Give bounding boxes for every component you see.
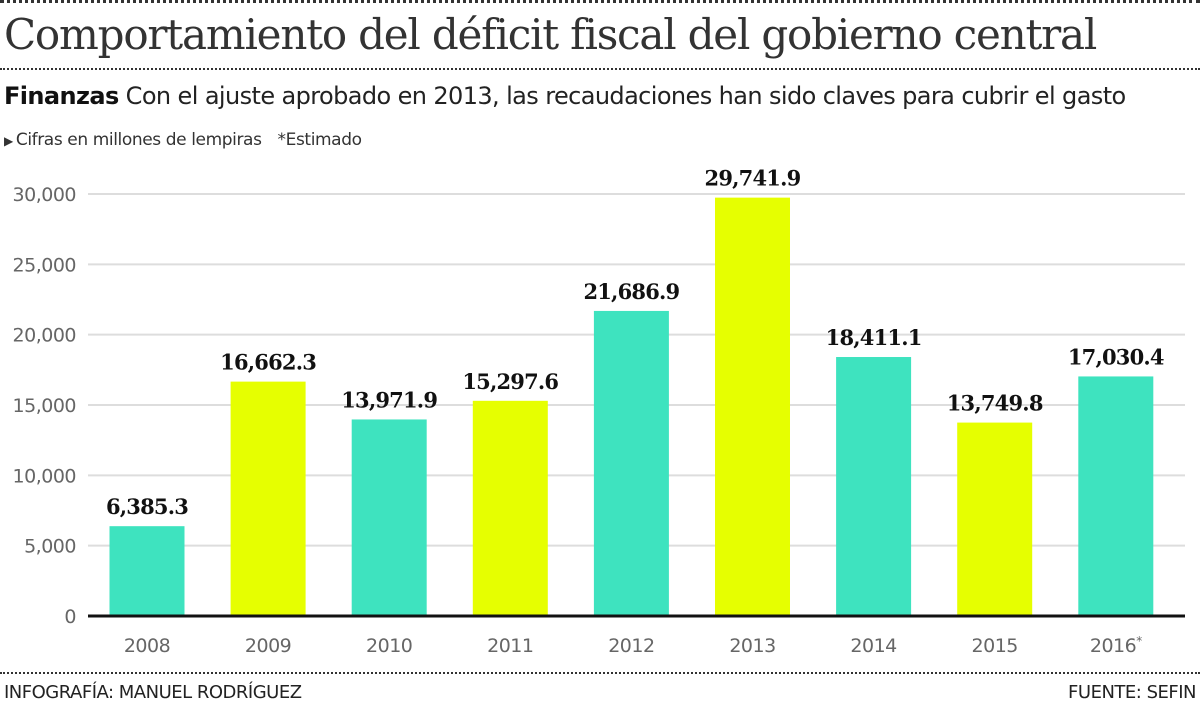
chart-subtitle: Finanzas Con el ajuste aprobado en 2013,… [4,82,1126,110]
x-tick-label: 2010 [366,635,412,657]
triangle-right-icon: ▶ [4,134,13,148]
value-label: 13,971.9 [341,387,437,412]
y-axis-ticks: 0 5,000 10,000 15,000 20,000 25,000 30,000 [13,184,77,628]
bar-2013 [715,197,790,616]
x-tick-label: 2016* [1090,634,1142,657]
bar-2015 [957,422,1033,616]
y-tick-label: 30,000 [13,184,76,206]
value-label: 17,030.4 [1068,344,1164,369]
footer-dotted-rule [0,672,1200,674]
y-tick-label: 25,000 [13,254,76,276]
credit-text: INFOGRAFÍA: MANUEL RODRÍGUEZ [4,682,302,703]
x-tick-label: 2015 [972,635,1018,657]
title-dotted-rule [0,68,1200,70]
bar-chart: 0 5,000 10,000 15,000 20,000 25,000 30,000 6,3… [13,166,1185,657]
bar-2009 [230,381,306,616]
estimate-asterisk: * [1136,634,1142,648]
subtitle-kicker: Finanzas [4,82,119,110]
x-tick-label: 2014 [850,635,897,657]
x-tick-label: 2011 [487,635,533,657]
value-label: 18,411.1 [826,325,922,350]
value-label: 21,686.9 [583,279,679,304]
value-label: 16,662.3 [220,350,316,375]
y-tick-label: 0 [64,606,76,628]
unit-note-text: Cifras en millones de lempiras [15,130,262,150]
x-axis-ticks: 2008 2009 2010 2011 2012 2013 2014 2015 2016* [124,634,1143,657]
value-label: 15,297.6 [462,369,558,394]
unit-note: ▶ Cifras en millones de lempiras *Estimado [4,130,362,150]
value-labels: 6,385.3 16,662.3 13,971.9 15,297.6 21,686.9 2… [106,166,1165,520]
estimate-note: *Estimado [277,130,362,150]
value-label: 6,385.3 [106,494,188,519]
bar-2008 [109,526,185,616]
y-tick-label: 15,000 [13,395,76,417]
chart-title: Comportamiento del déficit fiscal del go… [4,10,1097,59]
y-tick-label: 10,000 [13,465,76,487]
bar-2010 [351,419,427,616]
x-tick-label: 2009 [245,635,291,657]
bar-2014 [836,357,912,616]
bar-2012 [593,310,669,616]
source-text: FUENTE: SEFIN [1068,682,1196,703]
x-tick-label: 2008 [124,635,170,657]
subtitle-text: Con el ajuste aprobado en 2013, las reca… [125,82,1127,110]
bar-2011 [472,400,548,616]
bar-2016 [1078,376,1154,616]
value-label: 13,749.8 [947,391,1043,416]
y-tick-label: 20,000 [13,325,76,347]
y-tick-label: 5,000 [24,536,76,558]
bars [109,197,1154,616]
x-tick-label: 2013 [729,635,775,657]
x-tick-label: 2012 [608,635,654,657]
value-label: 29,741.9 [705,166,801,191]
top-dotted-rule [0,0,1200,3]
